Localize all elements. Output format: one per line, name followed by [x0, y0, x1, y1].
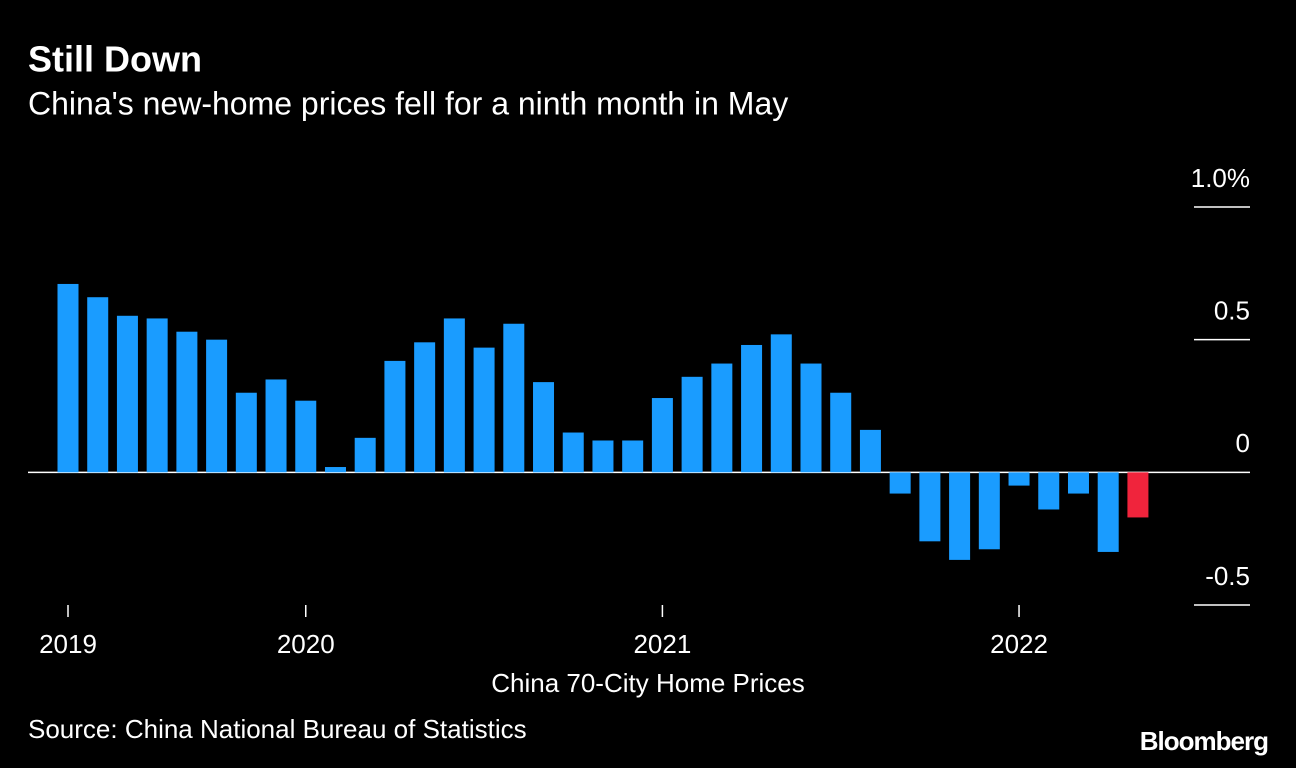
bar [384, 360, 406, 473]
bar [830, 392, 852, 473]
x-axis-label: China 70-City Home Prices [491, 668, 805, 698]
bar [265, 379, 287, 473]
brand-logo: Bloomberg [1140, 726, 1268, 756]
y-tick-label: 1.0% [1191, 163, 1250, 193]
x-tick-label: 2020 [277, 629, 335, 659]
bar [354, 437, 376, 473]
bar [681, 376, 703, 473]
bar [1127, 472, 1149, 518]
bar [651, 398, 673, 473]
bar [87, 297, 109, 473]
x-tick-label: 2021 [633, 629, 691, 659]
y-tick-label: 0 [1236, 428, 1250, 458]
bar [176, 331, 198, 473]
chart-subtitle: China's new-home prices fell for a ninth… [28, 85, 788, 121]
bar [146, 318, 168, 473]
bar [503, 323, 525, 473]
bar [770, 334, 792, 473]
bar [949, 472, 971, 560]
bar [443, 318, 465, 473]
bar [473, 347, 495, 473]
bar [622, 440, 644, 473]
bar [57, 283, 79, 473]
bar [116, 315, 138, 473]
x-tick-label: 2022 [990, 629, 1048, 659]
bar [533, 382, 555, 473]
bar [1038, 472, 1060, 510]
bar [295, 400, 317, 473]
bar [919, 472, 941, 542]
bar [562, 432, 584, 473]
bar [741, 344, 763, 473]
bar [414, 342, 436, 473]
bar [592, 440, 614, 473]
bar [711, 363, 733, 473]
y-tick-label: 0.5 [1214, 296, 1250, 326]
bar [1097, 472, 1119, 552]
source: Source: China National Bureau of Statist… [28, 714, 527, 744]
bar [1067, 472, 1089, 494]
bar [235, 392, 257, 473]
bar [800, 363, 822, 473]
bar [324, 467, 346, 473]
bar [206, 339, 228, 473]
x-tick-label: 2019 [39, 629, 97, 659]
bar [978, 472, 1000, 550]
bar [859, 429, 881, 473]
bar [1008, 472, 1030, 486]
y-tick-label: -0.5 [1205, 561, 1250, 591]
bar [889, 472, 911, 494]
chart-title: Still Down [28, 39, 202, 80]
